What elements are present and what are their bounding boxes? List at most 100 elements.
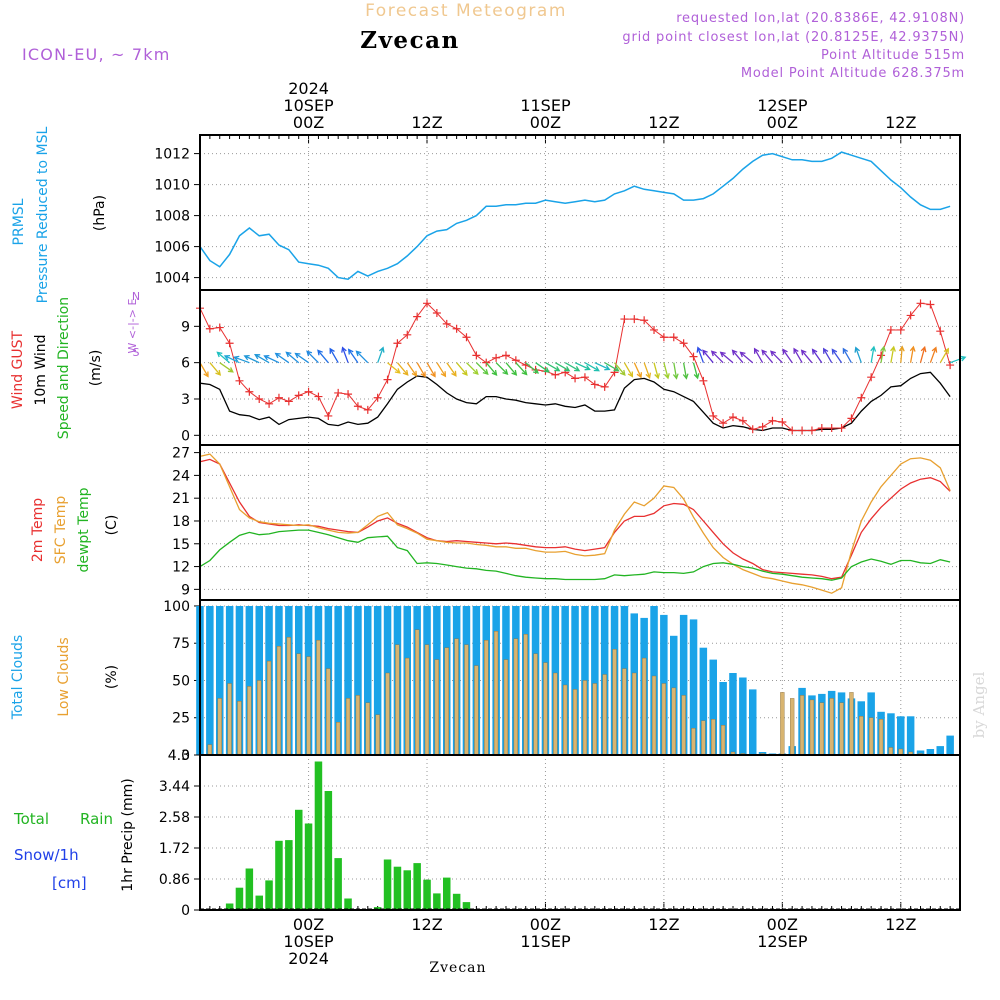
low-cloud-bar [711, 719, 716, 756]
gust-marker [432, 309, 441, 318]
cloud-label-low: Low Clouds [56, 637, 72, 716]
temperature-panel: 9 12 15 18 21 24 27 2m Temp SFC Temp dewpt Temp (C… [30, 444, 961, 601]
temp-line-dewpt [199, 529, 951, 581]
y-tick-label: 9 [181, 319, 190, 335]
wind-direction-arrow [929, 346, 938, 363]
precip-bar [413, 863, 421, 910]
low-cloud-bar [651, 675, 657, 756]
low-cloud-bar [355, 695, 360, 756]
bottom-time-label: 00Z [293, 915, 324, 934]
low-cloud-bar [375, 714, 380, 756]
wind-direction-arrow [831, 348, 843, 364]
cloud-unit: (%) [104, 665, 120, 689]
wind-direction-arrow [854, 346, 862, 363]
total-cloud-bar [334, 606, 342, 755]
low-cloud-bar [326, 668, 331, 756]
low-cloud-bar [533, 653, 538, 756]
total-cloud-bar [225, 606, 234, 755]
gust-marker [669, 333, 678, 342]
y-tick-label: 0 [181, 428, 190, 444]
wind-direction-arrow [466, 362, 479, 375]
low-cloud-bar [563, 684, 568, 756]
low-cloud-bar [424, 644, 430, 756]
wind-label-gust: Wind GUST [10, 330, 26, 409]
wind-direction-arrow [682, 362, 689, 380]
temp-label-dewpt: dewpt Temp [76, 487, 92, 572]
precip-bar [314, 761, 323, 910]
low-cloud-bar [306, 656, 311, 756]
precip-bar [334, 858, 342, 910]
y-tick-label: 0 [181, 903, 190, 919]
gust-marker [334, 388, 343, 397]
y-tick-label: 25 [172, 711, 190, 727]
y-tick-label: 1010 [154, 178, 190, 194]
low-cloud-bar [227, 683, 232, 756]
low-cloud-bar [257, 680, 262, 756]
precip-unit: 1hr Precip (mm) [120, 778, 136, 891]
precip-bar [383, 859, 392, 910]
gust-marker [304, 387, 313, 396]
gust-marker [393, 339, 402, 348]
wind-direction-arrow [216, 351, 231, 364]
wind-speed-line [199, 371, 951, 432]
bottom-time-label: 12SEP [757, 932, 808, 951]
wind-direction-arrow [456, 362, 468, 376]
wind-direction-arrow [672, 362, 679, 380]
bottom-time-label: 00Z [530, 915, 561, 934]
wind-direction-arrow [285, 351, 300, 364]
total-cloud-bar [571, 606, 579, 755]
gust-marker [768, 416, 777, 425]
wind-direction-arrow [710, 350, 724, 364]
model-name: ICON-EU, ~ 7km [22, 45, 171, 64]
low-cloud-bar [276, 646, 282, 756]
y-tick-label: 15 [172, 537, 190, 553]
y-tick-label: 9 [181, 582, 190, 598]
gust-marker [373, 393, 382, 402]
wind-direction-arrow [633, 362, 643, 379]
gust-marker [501, 351, 510, 360]
temp-label-2m: 2m Temp [30, 498, 46, 562]
wind-direction-arrow [692, 362, 700, 380]
gust-marker [630, 315, 639, 324]
total-cloud-bar [364, 606, 372, 755]
wind-direction-arrow [485, 362, 498, 376]
low-cloud-bar [799, 695, 805, 756]
low-cloud-bar [553, 672, 558, 756]
y-tick-label: 1008 [154, 209, 190, 225]
wind-direction-arrow [426, 362, 436, 378]
wind-direction-arrow [209, 362, 222, 376]
low-cloud-bar [266, 660, 272, 756]
gust-marker [600, 382, 609, 391]
precip-bar [324, 791, 333, 910]
wind-panel: 0 3 6 9 Wind GUST 10m Wind Speed and Direction… [10, 289, 967, 446]
gust-marker [807, 426, 816, 435]
low-cloud-bar [484, 640, 489, 756]
temp-line-sfc [199, 453, 951, 594]
gust-marker [363, 405, 372, 414]
wind-direction-arrow [525, 362, 540, 374]
total-cloud-bar [344, 606, 352, 755]
y-tick-label: 12 [172, 560, 190, 576]
wind-direction-arrow [406, 362, 418, 377]
total-cloud-bar [216, 606, 224, 755]
panel-frame [199, 134, 961, 291]
wind-direction-arrow [416, 362, 426, 378]
gust-marker [215, 323, 224, 332]
low-cloud-bar [839, 702, 844, 756]
low-cloud-bar [464, 644, 469, 756]
gust-marker [640, 316, 649, 325]
low-cloud-bar [474, 665, 479, 756]
point-altitude: Point Altitude 515m [821, 48, 965, 63]
wind-direction-arrow [396, 362, 409, 376]
top-time-label: 12Z [885, 113, 916, 132]
wind-direction-arrow [939, 347, 949, 364]
wind-direction-arrow [793, 347, 803, 364]
gust-marker [679, 339, 688, 348]
gust-marker [877, 351, 886, 360]
total-cloud-bar [729, 673, 737, 755]
wind-unit: (m/s) [88, 350, 104, 387]
low-cloud-bar [691, 728, 696, 756]
wind-direction-arrow [594, 362, 611, 371]
precip-bar [285, 840, 293, 910]
